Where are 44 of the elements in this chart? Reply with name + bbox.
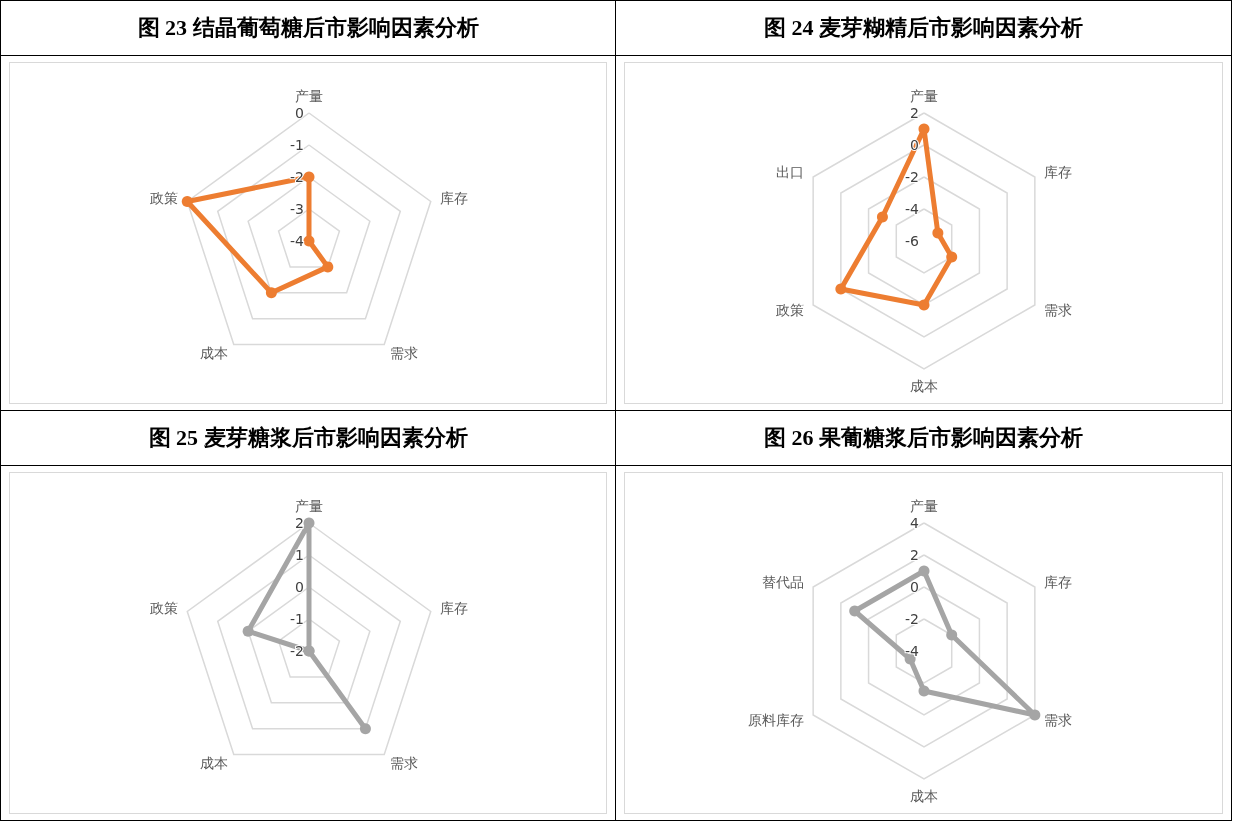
spoke-label: 需求: [1043, 712, 1072, 728]
y-tick-label: -1: [290, 137, 304, 153]
y-tick-label: 0: [910, 579, 919, 595]
spoke-label: 成本: [199, 344, 228, 361]
y-tick-label: -3: [290, 201, 304, 217]
y-tick-label: 0: [295, 105, 304, 121]
chart-title: 图 24 麦芽糊精后市影响因素分析: [616, 1, 1231, 56]
y-tick-label: -2: [905, 611, 919, 627]
y-tick-label: -4: [290, 233, 305, 249]
spoke-label: 政策: [776, 302, 805, 318]
y-tick-label: 2: [910, 105, 919, 121]
spoke-label: 库存: [1043, 164, 1072, 180]
y-tick-label: -2: [905, 169, 919, 185]
y-tick-label: 1: [295, 547, 304, 563]
spoke-label: 产量: [295, 498, 323, 514]
spoke-label: 替代品: [762, 574, 805, 590]
chart-title: 图 23 结晶葡萄糖后市影响因素分析: [1, 1, 615, 56]
spoke-label: 产量: [295, 88, 323, 104]
spoke-label: 政策: [149, 600, 178, 617]
y-tick-label: -4: [905, 201, 920, 217]
spoke-label: 成本: [199, 754, 228, 771]
y-tick-label: -1: [290, 611, 304, 627]
spoke-label: 原料库存: [748, 712, 805, 728]
y-tick-label: 0: [295, 579, 304, 595]
y-tick-label: -4: [905, 643, 920, 659]
y-tick-label: 2: [910, 547, 919, 563]
y-tick-label: -6: [905, 233, 920, 249]
y-tick-label: -2: [290, 643, 304, 659]
spoke-label: 需求: [390, 344, 419, 361]
spoke-label: 政策: [149, 190, 178, 207]
chart-title: 图 25 麦芽糖浆后市影响因素分析: [1, 411, 615, 466]
y-tick-label: 4: [910, 515, 920, 531]
spoke-label: 库存: [440, 600, 469, 617]
y-tick-label: 2: [295, 515, 304, 531]
spoke-label: 库存: [1043, 574, 1072, 590]
chart-title: 图 26 果葡糖浆后市影响因素分析: [616, 411, 1231, 466]
spoke-label: 产量: [910, 88, 938, 104]
spoke-label: 产量: [910, 498, 938, 514]
spoke-label: 成本: [910, 378, 938, 394]
spoke-label: 需求: [1043, 302, 1072, 318]
spoke-label: 出口: [776, 164, 805, 180]
spoke-label: 需求: [390, 754, 419, 771]
spoke-label: 成本: [910, 788, 938, 804]
spoke-label: 库存: [440, 190, 469, 207]
